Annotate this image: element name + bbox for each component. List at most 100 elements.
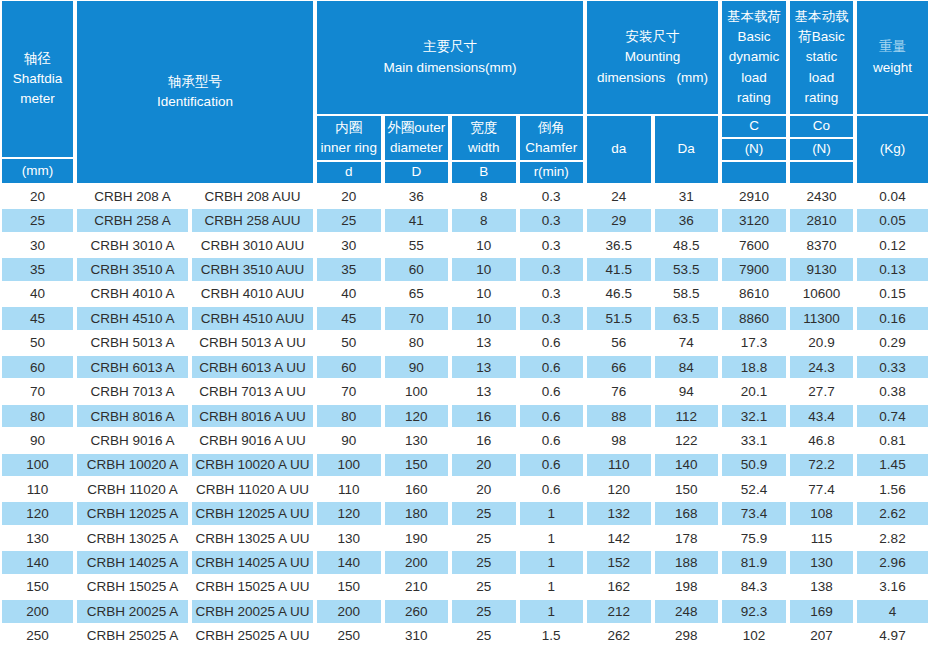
cell-model-uu: CRBH 11020 A UU (190, 477, 315, 501)
cell-shaft-diameter: 50 (0, 331, 75, 355)
cell-model-a: CRBH 4010 A (75, 282, 190, 306)
cell-weight: 0.12 (855, 233, 930, 257)
cell-Da: 168 (653, 501, 721, 525)
cell-D: 41 (383, 208, 451, 232)
cell-C-rating: 52.4 (720, 477, 788, 501)
cell-Co-rating: 115 (788, 526, 855, 550)
cell-da: 76 (585, 379, 653, 403)
cell-B: 10 (450, 257, 518, 281)
cell-model-uu: CRBH 5013 A UU (190, 331, 315, 355)
cell-shaft-diameter: 100 (0, 453, 75, 477)
cell-model-uu: CRBH 14025 A UU (190, 550, 315, 574)
cell-model-uu: CRBH 10020 A UU (190, 453, 315, 477)
header-col-width: 宽度 width B (450, 115, 518, 184)
table-row: 35 CRBH 3510 A CRBH 3510 AUU 35 60 10 0.… (0, 257, 930, 281)
cell-d: 60 (315, 355, 383, 379)
cell-r-min: 0.6 (518, 331, 586, 355)
cell-B: 25 (450, 575, 518, 599)
cell-B: 20 (450, 477, 518, 501)
cell-da: 98 (585, 428, 653, 452)
cell-da: 36.5 (585, 233, 653, 257)
cell-B: 25 (450, 624, 518, 648)
table-row: 60 CRBH 6013 A CRBH 6013 A UU 60 90 13 0… (0, 355, 930, 379)
cell-r-min: 0.3 (518, 233, 586, 257)
subheader-width: 宽度 width (450, 115, 518, 161)
cell-B: 16 (450, 404, 518, 428)
subheader-chamfer: 倒角 Chamfer (518, 115, 586, 161)
cell-Co-rating: 108 (788, 501, 855, 525)
cell-d: 140 (315, 550, 383, 574)
cell-weight: 0.05 (855, 208, 930, 232)
cell-weight: 0.38 (855, 379, 930, 403)
cell-D: 60 (383, 257, 451, 281)
cell-r-min: 0.6 (518, 453, 586, 477)
cell-B: 16 (450, 428, 518, 452)
cell-B: 10 (450, 233, 518, 257)
cell-Da: 178 (653, 526, 721, 550)
symbol-D: D (383, 161, 451, 184)
table-row: 45 CRBH 4510 A CRBH 4510 AUU 45 70 10 0.… (0, 306, 930, 330)
cell-model-uu: CRBH 8016 A UU (190, 404, 315, 428)
table-row: 80 CRBH 8016 A CRBH 8016 A UU 80 120 16 … (0, 404, 930, 428)
cell-r-min: 0.6 (518, 477, 586, 501)
cell-model-a: CRBH 11020 A (75, 477, 190, 501)
cell-weight: 0.16 (855, 306, 930, 330)
symbol-Da: Da (653, 115, 721, 184)
cell-Da: 298 (653, 624, 721, 648)
symbol-da: da (585, 115, 653, 184)
subheader-inner-ring: 内圈 inner ring (315, 115, 383, 161)
cell-model-a: CRBH 8016 A (75, 404, 190, 428)
cell-B: 25 (450, 526, 518, 550)
cell-weight: 0.33 (855, 355, 930, 379)
cell-da: 132 (585, 501, 653, 525)
cell-model-a: CRBH 258 A (75, 208, 190, 232)
cell-C-rating: 17.3 (720, 331, 788, 355)
cell-weight: 3.16 (855, 575, 930, 599)
table-row: 40 CRBH 4010 A CRBH 4010 AUU 40 65 10 0.… (0, 282, 930, 306)
cell-shaft-diameter: 200 (0, 599, 75, 623)
cell-d: 30 (315, 233, 383, 257)
cell-Co-rating: 2810 (788, 208, 855, 232)
unit-weight-kg: (Kg) (855, 115, 930, 184)
cell-d: 110 (315, 477, 383, 501)
cell-Da: 31 (653, 184, 721, 208)
cell-Co-rating: 207 (788, 624, 855, 648)
table-row: 150 CRBH 15025 A CRBH 15025 A UU 150 210… (0, 575, 930, 599)
cell-d: 80 (315, 404, 383, 428)
cell-model-a: CRBH 13025 A (75, 526, 190, 550)
cell-da: 56 (585, 331, 653, 355)
cell-weight: 2.82 (855, 526, 930, 550)
cell-C-rating: 32.1 (720, 404, 788, 428)
cell-d: 150 (315, 575, 383, 599)
cell-Da: 188 (653, 550, 721, 574)
cell-Co-rating: 46.8 (788, 428, 855, 452)
cell-d: 25 (315, 208, 383, 232)
cell-shaft-diameter: 60 (0, 355, 75, 379)
cell-Da: 84 (653, 355, 721, 379)
table-row: 110 CRBH 11020 A CRBH 11020 A UU 110 160… (0, 477, 930, 501)
header-group-main-dimensions: 主要尺寸 Main dimensions(mm) 内圈 inner ring d… (315, 0, 585, 184)
cell-da: 24 (585, 184, 653, 208)
header-col-da: da (585, 115, 653, 184)
cell-model-a: CRBH 7013 A (75, 379, 190, 403)
symbol-Co: Co (788, 115, 855, 138)
cell-d: 35 (315, 257, 383, 281)
cell-weight: 4.97 (855, 624, 930, 648)
header-shaft-diameter-unit: (mm) (0, 158, 75, 184)
cell-Co-rating: 169 (788, 599, 855, 623)
cell-model-a: CRBH 14025 A (75, 550, 190, 574)
cell-model-a: CRBH 3510 A (75, 257, 190, 281)
cell-model-uu: CRBH 20025 A UU (190, 599, 315, 623)
cell-weight: 0.81 (855, 428, 930, 452)
cell-model-a: CRBH 20025 A (75, 599, 190, 623)
cell-Co-rating: 43.4 (788, 404, 855, 428)
cell-Co-rating: 10600 (788, 282, 855, 306)
table-row: 70 CRBH 7013 A CRBH 7013 A UU 70 100 13 … (0, 379, 930, 403)
cell-model-uu: CRBH 4510 AUU (190, 306, 315, 330)
header-col-outer-diameter: 外圈outer diameter D (383, 115, 451, 184)
cell-model-uu: CRBH 15025 A UU (190, 575, 315, 599)
cell-B: 8 (450, 184, 518, 208)
cell-model-uu: CRBH 208 AUU (190, 184, 315, 208)
cell-B: 10 (450, 306, 518, 330)
cell-D: 90 (383, 355, 451, 379)
